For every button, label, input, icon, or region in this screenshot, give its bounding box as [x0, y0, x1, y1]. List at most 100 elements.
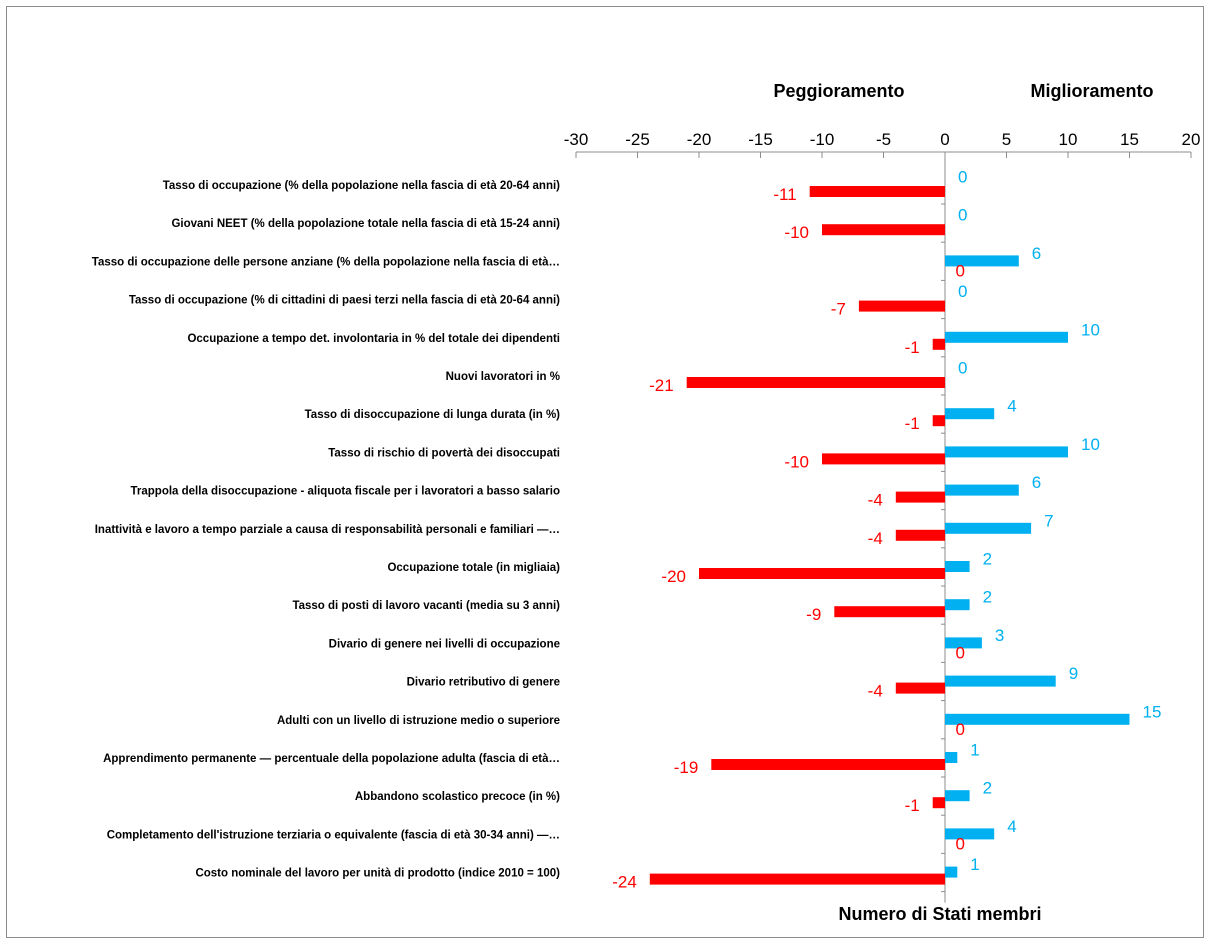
category-label: Inattività e lavoro a tempo parziale a c… — [95, 524, 560, 536]
data-label-positive: 7 — [1044, 511, 1053, 530]
bar-positive — [945, 752, 958, 763]
data-labels: 0-110-10600-710-10-214-110-106-47-42-202… — [612, 168, 1161, 892]
x-tick-label: -25 — [625, 130, 650, 149]
data-label-negative: -7 — [831, 300, 846, 319]
bar-positive — [945, 637, 982, 649]
bar-negative — [932, 415, 945, 427]
category-label: Tasso di occupazione (% di cittadini di … — [129, 295, 560, 307]
x-axis: -30 -25 -20 -15 -10 -5 0 5 10 15 20 — [564, 130, 1201, 903]
data-label-negative: 0 — [956, 720, 965, 739]
bar-positive — [945, 561, 970, 572]
category-label: Tasso di occupazione delle persone anzia… — [92, 256, 560, 268]
data-label-positive: 0 — [958, 282, 967, 301]
bar-negative — [895, 682, 945, 694]
category-label: Occupazione a tempo det. involontaria in… — [187, 333, 560, 345]
data-label-positive: 4 — [1007, 397, 1016, 416]
bar-positive — [945, 828, 995, 840]
category-label: Divario retributivo di genere — [407, 677, 560, 689]
bar-negative — [895, 491, 945, 503]
category-label: Divario di genere nei livelli di occupaz… — [329, 638, 560, 650]
bar-negative — [699, 568, 945, 579]
data-label-negative: -20 — [661, 567, 686, 586]
bar-positive — [945, 522, 1032, 534]
data-label-negative: -21 — [649, 376, 674, 395]
bar-positive — [945, 790, 970, 802]
category-label: Completamento dell'istruzione terziaria … — [107, 829, 560, 841]
bar-negative — [711, 759, 945, 770]
data-label-negative: -4 — [868, 529, 883, 548]
category-label: Apprendimento permanente — percentuale d… — [103, 753, 560, 765]
category-label: Trappola della disoccupazione - aliquota… — [131, 486, 560, 498]
data-label-positive: 6 — [1032, 473, 1041, 492]
category-label: Adulti con un livello di istruzione medi… — [277, 715, 560, 727]
data-label-positive: 6 — [1032, 244, 1041, 263]
category-label: Tasso di occupazione (% della popolazion… — [163, 180, 560, 192]
data-label-negative: -11 — [773, 185, 796, 204]
data-label-negative: -24 — [612, 873, 637, 892]
data-label-positive: 9 — [1069, 664, 1078, 683]
x-axis-title: Numero di Stati membri — [838, 904, 1041, 924]
bar-positive — [945, 599, 970, 611]
x-tick-label: -5 — [876, 130, 891, 149]
header-worsening: Peggioramento — [773, 81, 904, 101]
data-label-negative: 0 — [956, 261, 965, 280]
data-label-positive: 2 — [983, 588, 992, 607]
bar-negative — [834, 606, 945, 618]
category-label: Abbandono scolastico precoce (in %) — [355, 791, 560, 803]
bar-positive — [945, 866, 958, 878]
data-label-positive: 1 — [970, 855, 979, 874]
x-tick-label: -15 — [748, 130, 773, 149]
data-label-positive: 0 — [958, 206, 967, 225]
data-label-positive: 15 — [1143, 702, 1162, 721]
category-label: Giovani NEET (% della popolazione totale… — [171, 218, 560, 230]
data-label-negative: 0 — [956, 834, 965, 853]
bar-positive — [945, 446, 1068, 458]
data-label-negative: -10 — [784, 452, 809, 471]
bar-negative — [822, 453, 945, 465]
x-tick-label: -20 — [687, 130, 712, 149]
data-label-negative: 0 — [956, 643, 965, 662]
bar-negative — [932, 338, 945, 350]
data-label-positive: 0 — [958, 359, 967, 378]
data-label-positive: 3 — [995, 626, 1004, 645]
data-label-negative: -4 — [868, 491, 883, 510]
bar-positive — [945, 675, 1056, 687]
bars — [649, 186, 1130, 885]
bar-positive — [945, 408, 995, 420]
bar-negative — [895, 529, 945, 541]
data-label-negative: -9 — [806, 605, 821, 624]
bar-negative — [822, 224, 945, 236]
bar-positive — [945, 484, 1019, 496]
bar-negative — [932, 797, 945, 809]
category-label: Costo nominale del lavoro per unità di p… — [195, 868, 560, 880]
x-tick-label: 20 — [1182, 130, 1201, 149]
category-label: Tasso di posti di lavoro vacanti (media … — [292, 600, 560, 612]
x-tick-label: 15 — [1120, 130, 1139, 149]
category-label: Nuovi lavoratori in % — [446, 371, 560, 383]
chart-frame — [6, 6, 1204, 938]
bar-negative — [858, 300, 945, 312]
x-tick-label: 5 — [1002, 130, 1011, 149]
header-improvement: Miglioramento — [1030, 81, 1153, 101]
category-label: Occupazione totale (in migliaia) — [387, 562, 560, 574]
x-tick-label: -30 — [564, 130, 589, 149]
data-label-positive: 10 — [1081, 435, 1100, 454]
data-label-positive: 0 — [958, 168, 967, 187]
data-label-positive: 2 — [983, 550, 992, 569]
data-label-negative: -1 — [905, 414, 920, 433]
data-label-negative: -10 — [784, 223, 809, 242]
bar-positive — [945, 331, 1068, 343]
bar-negative — [649, 873, 945, 885]
x-tick-label: 10 — [1059, 130, 1078, 149]
bar-negative — [809, 186, 945, 197]
bar-positive — [945, 713, 1130, 725]
bar-positive — [945, 255, 1019, 267]
data-label-negative: -19 — [674, 758, 699, 777]
data-label-positive: 10 — [1081, 320, 1100, 339]
category-labels: Tasso di occupazione (% della popolazion… — [92, 180, 560, 880]
data-label-positive: 2 — [983, 779, 992, 798]
data-label-negative: -4 — [868, 682, 883, 701]
data-label-negative: -1 — [905, 796, 920, 815]
category-label: Tasso di rischio di povertà dei disoccup… — [328, 447, 560, 459]
